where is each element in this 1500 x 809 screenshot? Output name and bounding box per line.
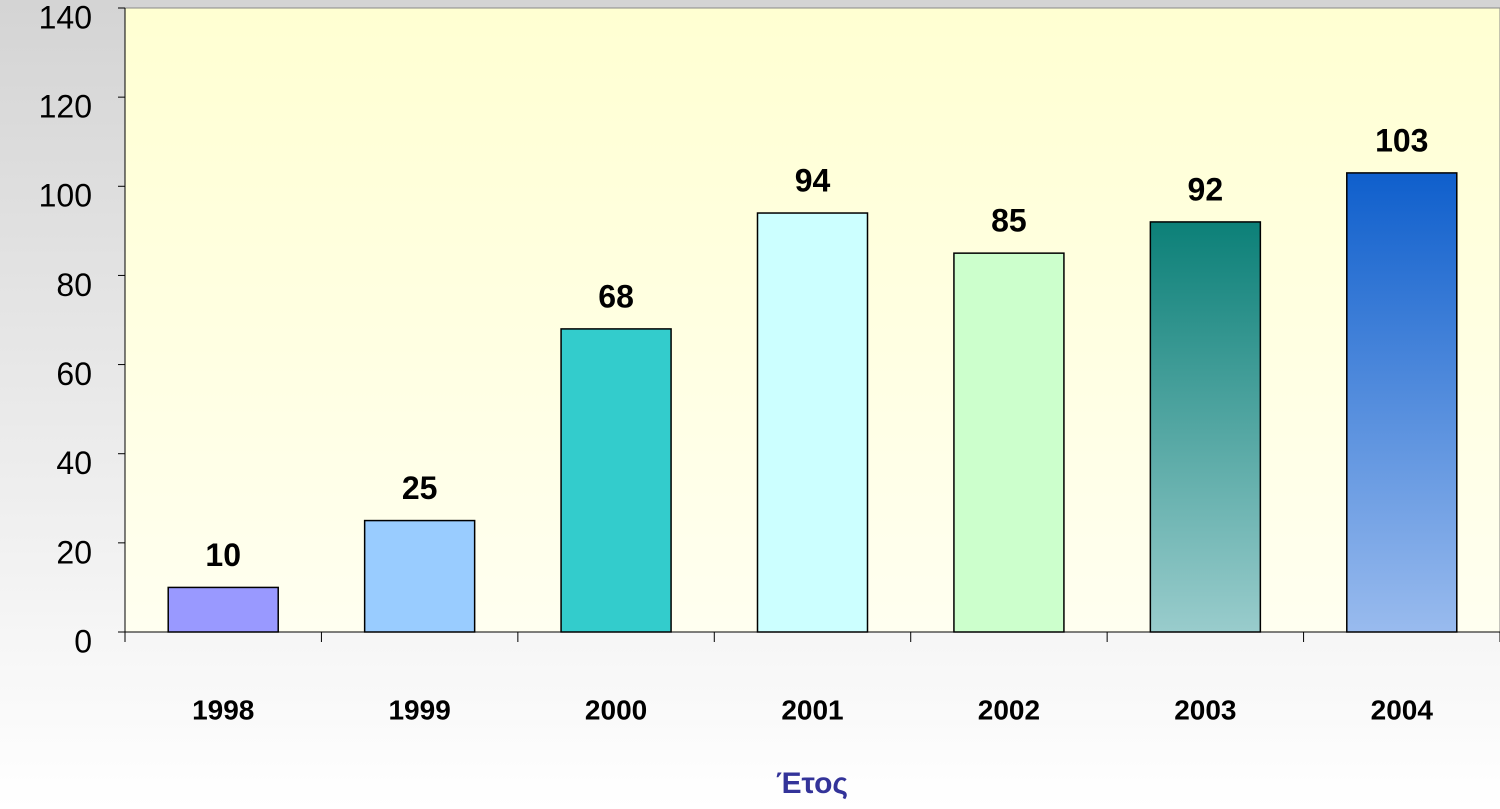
data-label: 10 <box>205 537 241 573</box>
data-label: 92 <box>1188 171 1224 207</box>
bar <box>1346 172 1458 633</box>
bar <box>756 212 869 633</box>
bar <box>560 328 672 633</box>
data-label: 94 <box>795 162 831 198</box>
y-tick-label: 140 <box>39 0 92 35</box>
x-tick-label: 1998 <box>192 694 254 725</box>
y-tick-label: 60 <box>56 356 92 392</box>
y-tick-label: 100 <box>39 178 92 214</box>
data-label: 85 <box>991 203 1027 239</box>
data-label: 68 <box>598 278 634 314</box>
bar <box>363 519 476 633</box>
bar <box>1149 221 1262 633</box>
y-tick-label: 120 <box>39 89 92 125</box>
x-tick-label: 2001 <box>781 694 843 725</box>
x-tick-label: 2003 <box>1174 694 1236 725</box>
data-label: 103 <box>1375 122 1428 158</box>
x-tick-label: 1999 <box>388 694 450 725</box>
bar <box>167 586 279 633</box>
bar <box>953 252 1065 633</box>
y-tick-label: 20 <box>56 534 92 570</box>
x-tick-label: 2000 <box>585 694 647 725</box>
x-tick-label: 2004 <box>1371 694 1434 725</box>
x-tick-label: 2002 <box>978 694 1040 725</box>
y-tick-label: 40 <box>56 445 92 481</box>
y-tick-label: 0 <box>74 623 92 659</box>
data-label: 25 <box>402 470 438 506</box>
x-axis-title: Έτος <box>776 767 848 800</box>
y-tick-label: 80 <box>56 267 92 303</box>
